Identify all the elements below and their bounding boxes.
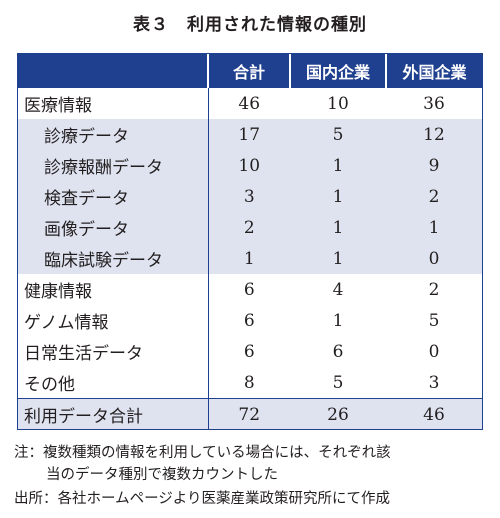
header-total: 合計	[207, 54, 290, 88]
row-label: 臨床試験データ	[18, 243, 208, 274]
note-line-2: 当のデータ種別で複数カウントした	[46, 467, 278, 483]
row-label: 検査データ	[18, 181, 208, 212]
table-row: ゲノム情報 6 1 5	[18, 305, 482, 336]
table-title: 表３ 利用された情報の種別	[133, 15, 367, 35]
source-note: 出所：各社ホームページより医薬産業政策研究所にて作成	[14, 491, 390, 507]
cell-foreign: 5	[428, 310, 440, 331]
cell-total: 6	[207, 305, 290, 336]
cell-domestic: 6	[332, 341, 344, 362]
cell-foreign: 9	[386, 150, 482, 181]
cell-foreign: 12	[386, 119, 482, 150]
header-row: 合計 国内企業 外国企業	[18, 54, 482, 88]
cell-foreign: 2	[428, 279, 440, 300]
cell-domestic: 1	[290, 150, 386, 181]
cell-foreign: 3	[428, 372, 440, 393]
row-label: 医療情報	[24, 96, 92, 116]
cell-foreign: 2	[386, 181, 482, 212]
table-row: 日常生活データ 6 6 0	[18, 336, 482, 367]
cell-total: 3	[207, 181, 290, 212]
cell-domestic: 1	[290, 212, 386, 243]
cell-total: 6	[207, 336, 290, 367]
header-foreign: 外国企業	[385, 54, 482, 88]
cell-total: 46	[207, 88, 290, 119]
row-label: 利用データ合計	[18, 398, 208, 430]
table-row: 医療情報 46 10 36	[18, 88, 482, 119]
row-label: 日常生活データ	[24, 344, 143, 364]
cell-foreign: 46	[386, 398, 482, 430]
cell-domestic: 10	[327, 93, 349, 114]
cell-total: 6	[207, 274, 290, 305]
cell-foreign: 0	[428, 341, 440, 362]
cell-total: 2	[207, 212, 290, 243]
cell-domestic: 5	[290, 119, 386, 150]
row-label: 健康情報	[24, 282, 92, 302]
row-label: ゲノム情報	[24, 313, 109, 333]
cell-total: 1	[207, 243, 290, 274]
row-label: 診療報酬データ	[18, 150, 208, 181]
table-row: 臨床試験データ 1 1 0	[18, 243, 482, 274]
header-blank	[18, 54, 208, 88]
data-table: 合計 国内企業 外国企業 医療情報 46 10 36 診療データ 17 5 12 診療報酬データ…	[18, 54, 482, 430]
table-row: その他 8 5 3	[18, 367, 482, 399]
table-row: 診療データ 17 5 12	[18, 119, 482, 150]
note-line-1: 注：複数種類の情報を利用している場合には、それぞれ該	[14, 445, 391, 461]
header-domestic: 国内企業	[289, 54, 386, 88]
cell-domestic: 1	[290, 243, 386, 274]
cell-total: 72	[207, 398, 290, 430]
cell-domestic: 1	[290, 181, 386, 212]
cell-total: 10	[207, 150, 290, 181]
row-label: 診療データ	[18, 119, 208, 150]
cell-foreign: 0	[386, 243, 482, 274]
row-label: 画像データ	[18, 212, 208, 243]
cell-total: 17	[207, 119, 290, 150]
table-row: 健康情報 6 4 2	[18, 274, 482, 305]
row-label: その他	[24, 375, 75, 395]
cell-foreign: 1	[386, 212, 482, 243]
cell-domestic: 4	[332, 279, 344, 300]
table-row: 画像データ 2 1 1	[18, 212, 482, 243]
cell-total: 8	[207, 367, 290, 399]
cell-domestic: 5	[332, 372, 344, 393]
table-row: 診療報酬データ 10 1 9	[18, 150, 482, 181]
table-row: 利用データ合計 72 26 46	[18, 398, 482, 430]
cell-domestic: 26	[290, 398, 386, 430]
cell-foreign: 36	[423, 93, 445, 114]
table-row: 検査データ 3 1 2	[18, 181, 482, 212]
cell-domestic: 1	[332, 310, 344, 331]
